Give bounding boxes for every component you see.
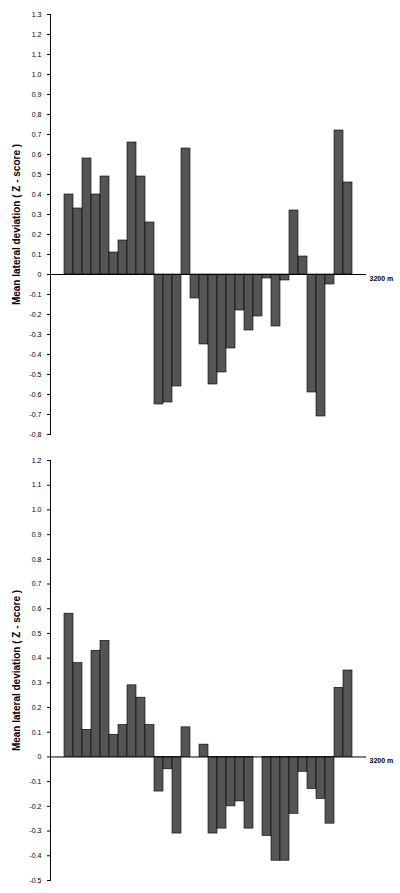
svg-text:0: 0 xyxy=(38,753,42,760)
svg-text:-0.6: -0.6 xyxy=(29,391,41,398)
svg-text:-0.1: -0.1 xyxy=(29,291,41,298)
svg-text:-0.2: -0.2 xyxy=(29,311,41,318)
svg-text:0.7: 0.7 xyxy=(32,131,42,138)
svg-text:0.9: 0.9 xyxy=(32,91,42,98)
svg-text:1.2: 1.2 xyxy=(32,457,42,464)
svg-text:0.7: 0.7 xyxy=(32,580,42,587)
svg-text:0.3: 0.3 xyxy=(32,211,42,218)
svg-text:3200 m: 3200 m xyxy=(370,275,394,282)
svg-text:0.2: 0.2 xyxy=(32,231,42,238)
svg-text:1.1: 1.1 xyxy=(32,51,42,58)
svg-text:1.3: 1.3 xyxy=(32,11,42,18)
svg-text:0.6: 0.6 xyxy=(32,605,42,612)
svg-text:-0.7: -0.7 xyxy=(29,411,41,418)
svg-text:1.0: 1.0 xyxy=(32,506,42,513)
svg-text:0.9: 0.9 xyxy=(32,531,42,538)
svg-text:-0.5: -0.5 xyxy=(29,877,41,884)
svg-text:0.5: 0.5 xyxy=(32,171,42,178)
svg-text:0.3: 0.3 xyxy=(32,679,42,686)
svg-text:-0.1: -0.1 xyxy=(29,778,41,785)
svg-text:0.4: 0.4 xyxy=(32,654,42,661)
svg-text:0.4: 0.4 xyxy=(32,191,42,198)
svg-text:-0.4: -0.4 xyxy=(29,351,41,358)
svg-text:1.2: 1.2 xyxy=(32,31,42,38)
svg-text:0.2: 0.2 xyxy=(32,704,42,711)
svg-text:0.1: 0.1 xyxy=(32,251,42,258)
svg-text:1.1: 1.1 xyxy=(32,481,42,488)
svg-text:0.6: 0.6 xyxy=(32,151,42,158)
svg-text:-0.3: -0.3 xyxy=(29,827,41,834)
svg-text:-0.8: -0.8 xyxy=(29,431,41,438)
svg-text:-0.2: -0.2 xyxy=(29,803,41,810)
svg-text:0: 0 xyxy=(38,271,42,278)
svg-text:3200 m: 3200 m xyxy=(370,757,394,764)
svg-text:Mean lateral deviation ( Z - s: Mean lateral deviation ( Z - score ) xyxy=(11,144,22,305)
svg-text:0.8: 0.8 xyxy=(32,111,42,118)
svg-text:-0.4: -0.4 xyxy=(29,852,41,859)
svg-text:0.8: 0.8 xyxy=(32,556,42,563)
svg-text:-0.5: -0.5 xyxy=(29,371,41,378)
svg-text:0.1: 0.1 xyxy=(32,729,42,736)
svg-text:0.5: 0.5 xyxy=(32,630,42,637)
svg-text:Mean lateral deviation ( Z - s: Mean lateral deviation ( Z - score ) xyxy=(11,590,22,751)
svg-text:-0.3: -0.3 xyxy=(29,331,41,338)
svg-text:1.0: 1.0 xyxy=(32,71,42,78)
